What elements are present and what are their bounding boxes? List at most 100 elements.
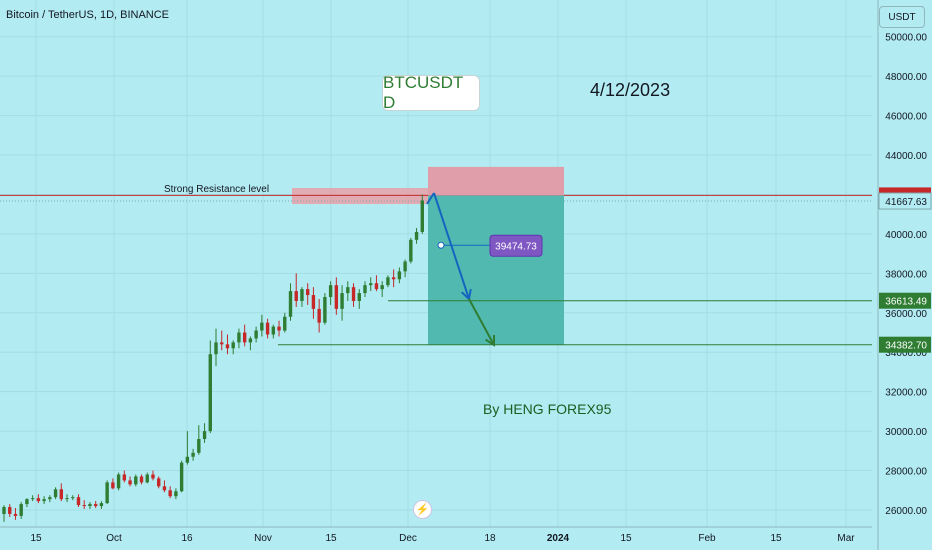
take-profit-zone (428, 195, 564, 345)
candle-body (351, 287, 356, 301)
symbol-title: Bitcoin / TetherUS, 1D, BINANCE (6, 9, 170, 21)
candle-body (197, 439, 201, 453)
arrow-spike (426, 192, 435, 205)
candle-body (208, 354, 212, 432)
lightning-icon[interactable]: ⚡ (413, 500, 432, 519)
y-tick-label: 50000.00 (885, 33, 927, 44)
x-tick-label: Feb (698, 533, 716, 544)
candle-body (168, 490, 172, 497)
short-position-tool[interactable] (428, 166, 564, 345)
candle-body (42, 499, 46, 502)
candle-body (231, 342, 235, 349)
y-tick-label: 48000.00 (885, 72, 927, 83)
candle-body (25, 499, 29, 505)
candle-body (162, 486, 167, 491)
candle-body (185, 456, 190, 463)
x-tick-label: 18 (484, 533, 496, 544)
y-tick-label: 30000.00 (885, 427, 927, 438)
arrow-down-green-head (485, 334, 496, 347)
price-measure[interactable]: 39474.73 (437, 234, 543, 257)
candle-body (88, 504, 92, 507)
x-tick-label: 15 (620, 533, 632, 544)
candle-body (363, 285, 367, 294)
candle-body (305, 289, 310, 296)
candle-body (346, 287, 350, 294)
x-tick-label: 15 (325, 533, 337, 544)
candle-body (254, 330, 258, 339)
candle-body (36, 498, 41, 502)
y-tick-label: 32000.00 (885, 388, 927, 399)
candle-body (260, 322, 264, 331)
candle-body (191, 452, 195, 457)
candle-body (397, 271, 402, 280)
grid-lines (0, 0, 872, 527)
price-label-box (878, 192, 932, 210)
support-level-lines[interactable] (278, 300, 872, 346)
candle-body (391, 277, 396, 280)
measure-label-text: 39474.73 (495, 241, 537, 252)
time-axis[interactable]: 15 Oct 16 Nov 15 Dec 18 2024 15 Feb 15 Mar (0, 526, 872, 544)
y-tick-label: 36000.00 (885, 309, 927, 320)
y-tick-label: 26000.00 (885, 506, 927, 517)
y-tick-label: 46000.00 (885, 112, 927, 123)
candle-body (30, 498, 35, 500)
candle-body (403, 261, 407, 272)
stop-loss-zone (428, 166, 564, 196)
resistance-label: Strong Resistance level (164, 184, 270, 195)
candle-body (116, 474, 121, 489)
candle-body (277, 326, 281, 331)
candle-body (134, 476, 138, 485)
x-tick-label: 16 (181, 533, 193, 544)
candle-body (317, 308, 321, 323)
candle-body (220, 342, 224, 345)
candle-body (19, 504, 23, 516)
candle-body (179, 462, 184, 492)
candle-body (334, 285, 339, 309)
candle-body (414, 231, 419, 240)
y-tick-label: 40000.00 (885, 230, 927, 241)
chart-title: BTCUSDT D (383, 73, 463, 112)
candle-body (409, 239, 413, 262)
chart-date: 4/12/2023 (590, 80, 671, 100)
candle-body (76, 497, 81, 506)
x-tick-label: 15 (30, 533, 42, 544)
chart-title-box: BTCUSDT D (382, 73, 480, 112)
candle-body (369, 283, 373, 286)
price-label-box (879, 292, 931, 309)
candle-body (151, 474, 155, 479)
candle-body (128, 480, 132, 485)
candle-body (248, 338, 253, 343)
candle-body (2, 507, 6, 514)
candle-body (122, 474, 127, 481)
arrow-down-green (468, 298, 495, 346)
candle-body (13, 513, 18, 516)
candle-body (323, 297, 327, 323)
candle-body (340, 293, 344, 309)
candle-body (214, 342, 218, 355)
y-tick-label: 38000.00 (885, 269, 927, 280)
candle-body (99, 503, 104, 507)
candle-body (145, 474, 149, 483)
candle-body (139, 476, 144, 483)
price-axis[interactable]: 26000.00 28000.00 30000.00 32000.00 34000.00… (877, 0, 932, 550)
candle-body (59, 489, 63, 500)
measure-label-box (489, 234, 543, 257)
candle-body (420, 200, 424, 232)
candle-body (311, 295, 316, 309)
candle-body (271, 326, 276, 335)
candle-body (65, 498, 69, 500)
x-tick-label: Nov (254, 533, 272, 544)
candle-body (105, 482, 109, 504)
candle-body (174, 491, 178, 497)
candle-body (71, 497, 75, 499)
projection-arrows (426, 192, 496, 347)
candle-body (265, 322, 270, 335)
candle-body (48, 497, 52, 500)
x-tick-label: Dec (399, 533, 417, 544)
candle-body (242, 332, 247, 343)
currency-button[interactable]: USDT (879, 6, 925, 28)
candle-body (374, 283, 379, 290)
x-tick-label: 15 (770, 533, 782, 544)
